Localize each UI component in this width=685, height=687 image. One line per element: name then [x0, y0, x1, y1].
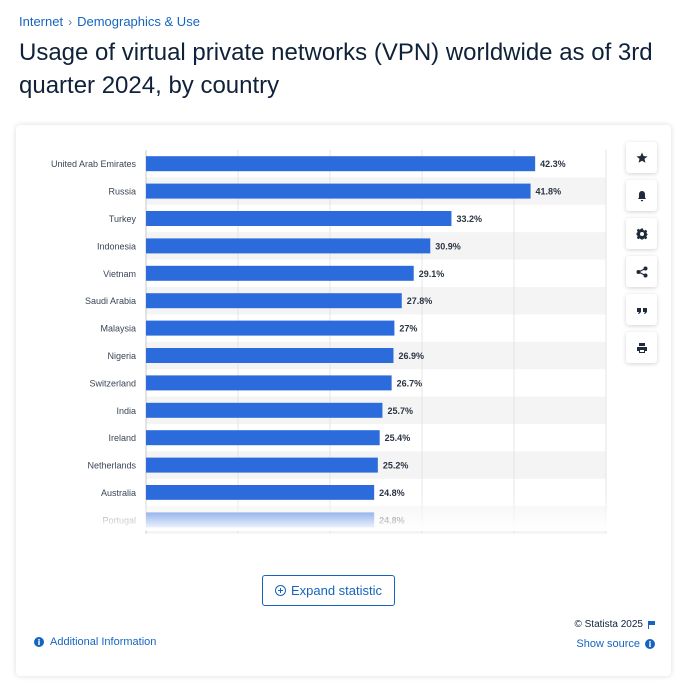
data-label: 27%: [399, 324, 417, 334]
bar: [146, 430, 380, 446]
breadcrumb: Internet › Demographics & Use: [19, 14, 200, 29]
expand-statistic-label: Expand statistic: [290, 583, 383, 598]
bar: [146, 402, 383, 418]
category-label: Ireland: [108, 433, 136, 443]
data-label: 24.8%: [379, 488, 405, 498]
category-label: Vietnam: [103, 269, 136, 279]
flag-icon[interactable]: [648, 620, 655, 629]
favorite-button[interactable]: [626, 142, 657, 173]
category-label: Saudi Arabia: [85, 296, 136, 306]
data-label: 42.3%: [540, 159, 566, 169]
settings-button[interactable]: [626, 218, 657, 249]
category-label: Nigeria: [107, 351, 136, 361]
category-label: Indonesia: [97, 241, 136, 251]
category-label: Turkey: [109, 214, 137, 224]
copyright-text: © Statista 2025: [574, 619, 643, 630]
breadcrumb-separator: ›: [68, 14, 73, 29]
breadcrumb-internet[interactable]: Internet: [19, 14, 64, 29]
bar: [146, 457, 378, 473]
show-source-link[interactable]: Show source i: [576, 638, 655, 650]
copyright: © Statista 2025: [574, 619, 655, 630]
category-label: Russia: [108, 187, 136, 197]
data-label: 26.7%: [397, 378, 423, 388]
cite-button[interactable]: [626, 294, 657, 325]
page-title: Usage of virtual private networks (VPN) …: [19, 39, 653, 99]
info-icon: i: [34, 637, 44, 647]
category-label: Portugal: [102, 515, 136, 525]
bar: [146, 238, 431, 254]
data-label: 41.8%: [536, 187, 562, 197]
data-label: 25.4%: [385, 433, 411, 443]
print-icon: [636, 342, 647, 353]
bar: [146, 375, 392, 391]
share-icon: [636, 266, 647, 277]
chart-card: United Arab Emirates 42.3% Russia 41.8% Turk…: [16, 125, 671, 676]
star-icon: [636, 152, 647, 163]
plus-circle-icon: [274, 585, 286, 596]
gear-icon: [636, 228, 647, 239]
additional-information-link[interactable]: i Additional Information: [34, 636, 156, 648]
bar: [146, 211, 452, 226]
additional-information-label: Additional Information: [50, 636, 157, 648]
notification-button[interactable]: [626, 180, 657, 211]
category-label: United Arab Emirates: [51, 159, 137, 169]
bar: [146, 320, 395, 336]
bar: [146, 485, 375, 500]
bell-icon: [637, 190, 646, 201]
category-label: India: [116, 406, 136, 416]
data-label: 26.9%: [398, 351, 424, 361]
breadcrumb-demographics[interactable]: Demographics & Use: [77, 14, 200, 29]
bar: [146, 512, 375, 528]
bar: [146, 348, 394, 363]
quote-icon: [636, 307, 647, 314]
info-icon: i: [645, 639, 655, 649]
data-label: 27.8%: [407, 296, 433, 306]
category-label: Switzerland: [89, 378, 136, 388]
share-button[interactable]: [626, 256, 657, 287]
category-label: Australia: [101, 488, 136, 498]
data-label: 29.1%: [419, 269, 445, 279]
category-label: Malaysia: [100, 324, 136, 334]
bar: [146, 265, 414, 281]
data-label: 25.7%: [387, 406, 413, 416]
print-button[interactable]: [626, 332, 657, 363]
data-label: 25.2%: [383, 461, 409, 471]
data-label: 33.2%: [456, 214, 482, 224]
bar: [146, 293, 402, 309]
show-source-label: Show source: [576, 638, 640, 650]
data-label: 24.8%: [379, 515, 405, 525]
expand-statistic-button[interactable]: Expand statistic: [262, 575, 395, 606]
bar: [146, 183, 531, 199]
bar: [146, 156, 536, 172]
bar-chart: United Arab Emirates 42.3% Russia 41.8% Turk…: [51, 150, 607, 534]
chart-toolbar: [626, 142, 657, 363]
category-label: Netherlands: [87, 461, 136, 471]
data-label: 30.9%: [435, 241, 461, 251]
